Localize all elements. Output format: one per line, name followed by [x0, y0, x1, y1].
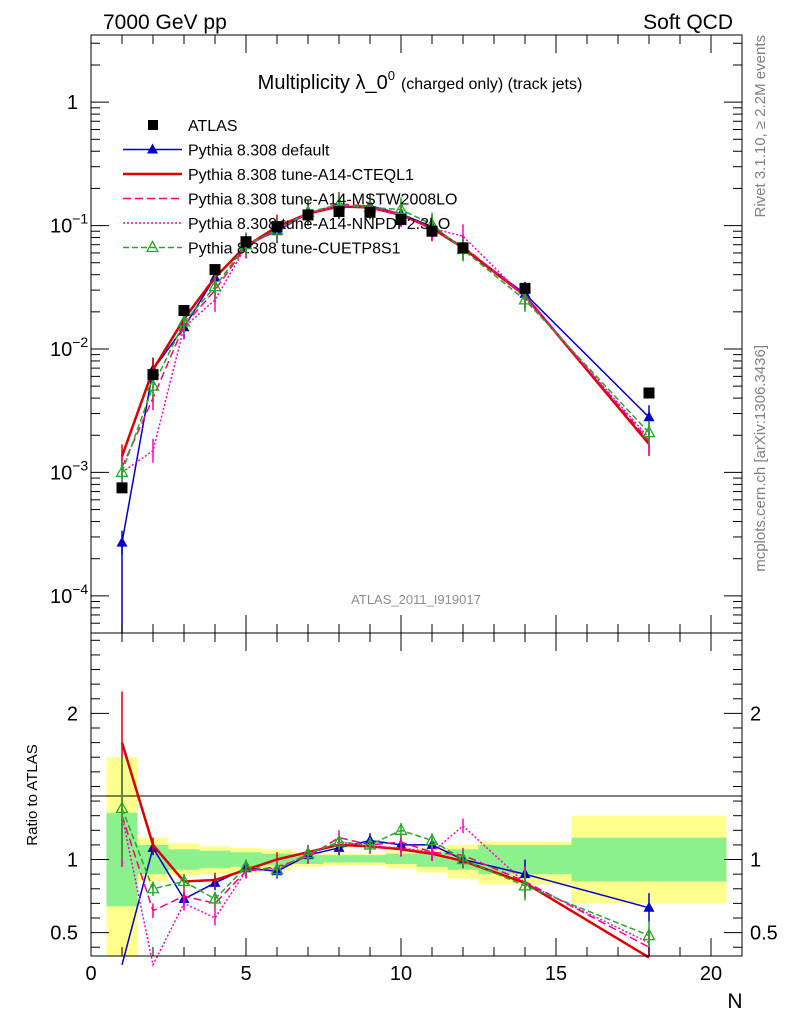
ratio-y-tick-label-right: 1 — [750, 850, 761, 872]
ratio-band-inner — [385, 853, 417, 864]
main-series-line — [121, 204, 650, 474]
ratio-band-inner — [354, 855, 386, 863]
watermark: ATLAS_2011_I919017 — [351, 592, 481, 607]
data-point — [209, 264, 221, 276]
ratio-band-inner — [168, 849, 200, 870]
ratio-marker — [208, 891, 222, 904]
ratio-marker — [363, 837, 377, 850]
ratio-marker — [115, 801, 129, 814]
x-tick-label: 0 — [85, 963, 96, 985]
y-tick-label: 10−3 — [50, 457, 88, 484]
ratio-y-tick-label-right: 0.5 — [750, 923, 778, 945]
data-point — [178, 305, 190, 317]
ratio-band-inner — [323, 855, 355, 863]
ratio-series-line — [121, 808, 650, 937]
legend-label: Pythia 8.308 default — [188, 143, 330, 160]
ratio-marker — [239, 859, 253, 872]
data-point — [116, 482, 128, 494]
main-marker — [116, 536, 128, 547]
main-series-layer — [115, 191, 656, 633]
legend-label: Pythia 8.308 tune-A14-NNPDF2.3LO — [188, 216, 450, 233]
ratio-marker — [146, 881, 160, 894]
data-point — [271, 221, 283, 233]
data-point — [457, 242, 469, 254]
data-point — [395, 213, 407, 225]
legend: ATLAS Pythia 8.308 default Pythia 8.308 tu… — [123, 118, 457, 258]
x-axis-label: N — [727, 990, 742, 1013]
header-right: Soft QCD — [643, 11, 733, 34]
data-point — [426, 225, 438, 237]
ratio-frame — [90, 632, 743, 957]
y-tick-label: 1 — [67, 92, 78, 114]
legend-marker-data — [148, 120, 158, 130]
main-marker — [394, 202, 408, 215]
main-ticks: 10−4 10−3 10−2 10−1 1 — [50, 35, 743, 634]
ratio-marker — [642, 928, 656, 941]
main-marker — [518, 292, 532, 305]
ratio-band-inner — [199, 850, 231, 869]
ratio-y-tick-label-left: 0.5 — [50, 923, 78, 945]
main-marker — [177, 314, 191, 327]
ratio-marker — [518, 878, 532, 891]
ratio-band-inner — [571, 837, 727, 882]
main-marker — [208, 279, 222, 292]
main-panel: 10−4 10−3 10−2 10−1 1 Multiplicity λ_00(char… — [50, 34, 743, 634]
ratio-ticks: 0.5 0.51 12 20 5 10 15 20 — [50, 633, 778, 985]
main-title: Multiplicity λ_00(charged only) (track j… — [258, 68, 583, 94]
ratio-ylabel: Ratio to ATLAS — [24, 744, 41, 845]
ratio-marker — [332, 834, 346, 847]
ratio-marker — [394, 822, 408, 835]
ratio-marker — [270, 862, 284, 875]
data-point — [643, 387, 655, 399]
ratio-marker — [177, 874, 191, 887]
ratio-marker — [456, 852, 470, 865]
y-tick-label: 10−4 — [50, 581, 88, 608]
ratio-series-layer — [115, 691, 656, 968]
x-tick-label: 20 — [700, 963, 722, 985]
header-left: 7000 GeV pp — [103, 11, 227, 34]
x-tick-label: 5 — [240, 963, 251, 985]
ratio-y-tick-label-left: 1 — [67, 850, 78, 872]
main-data-layer — [116, 206, 655, 494]
data-point — [147, 369, 159, 381]
data-point — [519, 282, 531, 294]
data-point — [333, 206, 345, 218]
data-point — [364, 206, 376, 218]
main-marker — [642, 425, 656, 438]
ratio-marker — [425, 833, 439, 846]
data-point — [240, 236, 252, 248]
main-marker — [146, 378, 160, 391]
main-marker — [643, 411, 655, 422]
x-tick-label: 10 — [390, 963, 412, 985]
mcplots-label: mcplots.cern.ch [arXiv:1306.3436] — [752, 345, 769, 572]
legend-marker — [145, 240, 160, 253]
y-tick-label: 10−1 — [50, 211, 88, 238]
ratio-panel: 0.5 0.51 12 20 5 10 15 20 Ratio to ATLAS N — [24, 632, 778, 1013]
legend-label-data: ATLAS — [188, 118, 238, 135]
rivet-label: Rivet 3.1.10, ≥ 2.2M events — [752, 35, 769, 218]
data-point — [302, 209, 314, 221]
legend-marker — [147, 143, 158, 154]
legend-label: Pythia 8.308 tune-A14-MSTW2008LO — [188, 192, 457, 209]
x-tick-label: 15 — [545, 963, 567, 985]
legend-label: Pythia 8.308 tune-A14-CTEQL1 — [188, 167, 414, 184]
ratio-uncertainty-bands — [106, 757, 727, 956]
ratio-y-tick-label-left: 2 — [67, 703, 78, 725]
ratio-marker — [301, 846, 315, 859]
y-tick-label: 10−2 — [50, 334, 88, 361]
ratio-y-tick-label-right: 2 — [750, 703, 761, 725]
ratio-marker — [643, 901, 655, 912]
main-marker — [115, 465, 129, 478]
legend-label: Pythia 8.308 tune-CUETP8S1 — [188, 241, 401, 258]
